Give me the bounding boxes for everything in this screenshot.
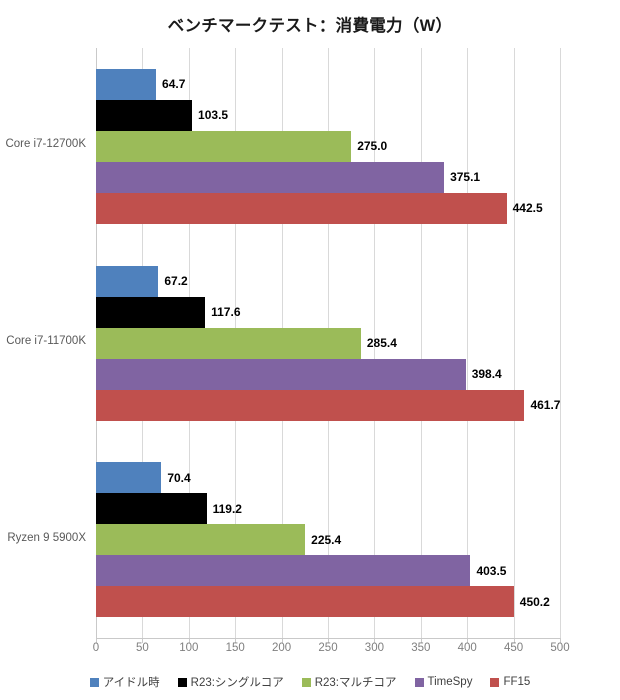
chart-title: ベンチマークテスト：消費電力（W）: [167, 17, 453, 35]
bar[interactable]: [96, 358, 466, 390]
bar-row: 375.1: [96, 161, 560, 193]
legend-item[interactable]: TimeSpy: [414, 676, 473, 688]
bar[interactable]: [96, 130, 352, 162]
bar-value-label: 450.2: [519, 594, 550, 609]
bar-row: 70.4: [96, 462, 560, 494]
category-label: Ryzen 9 5900X: [7, 531, 86, 544]
bar-value-label: 398.4: [471, 367, 502, 381]
bar[interactable]: [96, 192, 507, 224]
bar-row: 285.4: [96, 327, 560, 359]
gridline-300: [374, 48, 375, 638]
legend-swatch-icon: [301, 677, 311, 687]
x-tick-label: 150: [225, 642, 245, 654]
plot-area: 64.7 103.5 275.0 375.1 442.5 67.2 117.6 285.4 39…: [96, 48, 561, 638]
bar-row: 398.4: [96, 358, 560, 390]
bar-value-label: 67.2: [164, 274, 188, 288]
gridline-500: [560, 48, 561, 638]
bar[interactable]: [96, 555, 471, 587]
chart-legend: アイドル時 R23:シングルコア R23:マルチコア TimeSpy FF15: [0, 674, 620, 690]
bar[interactable]: [96, 99, 193, 131]
bar[interactable]: [96, 462, 162, 494]
legend-swatch-icon: [414, 677, 424, 687]
x-tick-label: 300: [364, 642, 384, 654]
bar-value-label: 119.2: [212, 501, 242, 516]
x-tick-mark: [560, 638, 561, 643]
x-tick-mark: [514, 638, 515, 643]
gridline-450: [514, 48, 515, 638]
bar[interactable]: [96, 493, 207, 525]
x-tick-mark: [282, 638, 283, 643]
bar-row: 403.5: [96, 555, 560, 587]
bar[interactable]: [96, 161, 445, 193]
x-tick-label: 350: [411, 642, 431, 654]
x-tick-label: 400: [457, 642, 477, 654]
legend-label: R23:マルチコア: [314, 677, 397, 689]
bar-row: 64.7: [96, 68, 560, 100]
x-tick-mark: [421, 638, 422, 643]
bar-group: 64.7 103.5 275.0 375.1 442.5: [96, 68, 560, 224]
bar-value-label: 117.6: [211, 305, 241, 319]
legend-swatch-icon: [177, 677, 187, 687]
x-tick-label: 450: [504, 642, 524, 654]
bar-value-label: 285.4: [366, 336, 397, 350]
bar[interactable]: [96, 296, 206, 328]
bar[interactable]: [96, 265, 159, 297]
bar-row: 442.5: [96, 192, 560, 224]
category-label: Core i7-11700K: [6, 335, 86, 347]
bar[interactable]: [96, 586, 514, 618]
bar-row: 67.2: [96, 265, 560, 297]
legend-item[interactable]: R23:シングルコア: [177, 674, 284, 690]
bar-row: 225.4: [96, 524, 560, 556]
bar-value-label: 442.5: [512, 201, 543, 216]
x-tick-mark: [374, 638, 375, 643]
bar-row: 103.5: [96, 99, 560, 131]
bar-value-label: 461.7: [530, 398, 561, 412]
x-tick-label: 100: [179, 642, 199, 654]
legend-swatch-icon: [490, 677, 500, 687]
legend-swatch-icon: [89, 677, 99, 687]
bar-row: 275.0: [96, 130, 560, 162]
bar-group: 70.4 119.2 225.4 403.5 450.2: [96, 462, 560, 618]
bar-group: 67.2 117.6 285.4 398.4 461.7: [96, 265, 561, 421]
bar[interactable]: [96, 389, 525, 421]
legend-item[interactable]: FF15: [490, 676, 530, 688]
bar-value-label: 64.7: [162, 77, 186, 92]
x-tick-mark: [96, 638, 97, 643]
x-tick-label: 200: [272, 642, 292, 654]
x-tick-mark: [467, 638, 468, 643]
x-tick-mark: [142, 638, 143, 643]
bar-value-label: 225.4: [311, 532, 342, 547]
x-tick-mark: [328, 638, 329, 643]
bars-layer: 64.7 103.5 275.0 375.1 442.5 67.2 117.6 285.4 39…: [96, 48, 560, 638]
legend-label: FF15: [503, 676, 531, 688]
gridline-350: [421, 48, 422, 638]
x-tick-label: 0: [92, 642, 100, 654]
bar-value-label: 375.1: [450, 170, 481, 185]
legend-item[interactable]: R23:マルチコア: [301, 674, 397, 690]
legend-label: TimeSpy: [427, 676, 473, 688]
bar[interactable]: [96, 524, 306, 556]
legend-item[interactable]: アイドル時: [89, 674, 160, 690]
x-tick-label: 50: [135, 642, 149, 654]
x-tick-label: 500: [550, 642, 570, 654]
legend-label: R23:シングルコア: [190, 677, 284, 689]
bar-value-label: 103.5: [198, 108, 229, 123]
category-label: Core i7-12700K: [5, 138, 86, 151]
legend-label: アイドル時: [102, 677, 160, 689]
x-tick-label: 250: [318, 642, 338, 654]
bar-row: 450.2: [96, 586, 560, 618]
bar-row: 117.6: [96, 296, 560, 328]
bar[interactable]: [96, 68, 157, 100]
bar-row: 461.7: [96, 389, 561, 421]
bar-value-label: 70.4: [167, 470, 191, 485]
bar[interactable]: [96, 327, 361, 359]
bar-value-label: 275.0: [357, 139, 388, 154]
gridline-400: [467, 48, 468, 638]
x-tick-mark: [189, 638, 190, 643]
x-tick-mark: [235, 638, 236, 643]
bar-value-label: 403.5: [476, 563, 507, 578]
bar-row: 119.2: [96, 493, 560, 525]
